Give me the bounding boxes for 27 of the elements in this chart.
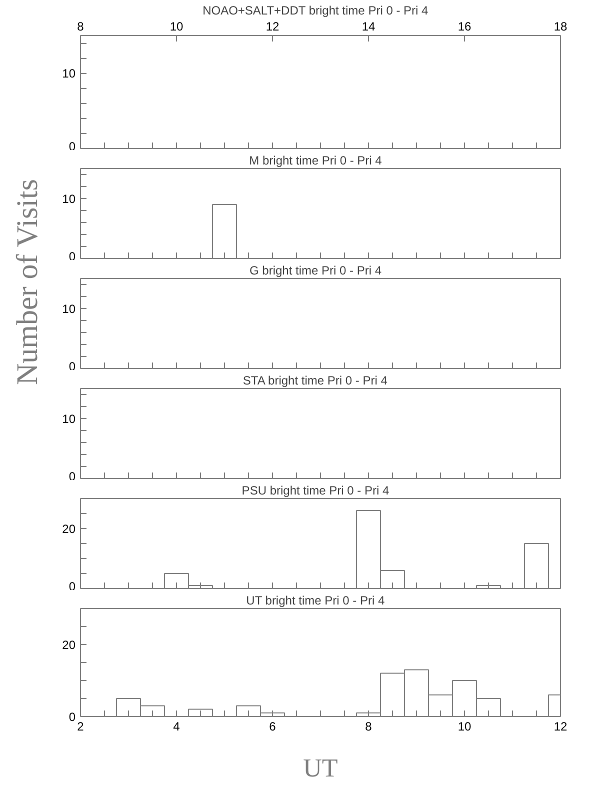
- x2-tick-label: 10: [170, 20, 184, 34]
- x2-tick-label: 18: [554, 20, 568, 34]
- x-axis-title: UT: [303, 754, 338, 782]
- y-tick-label: 20: [62, 522, 76, 536]
- chart-title: M bright time Pri 0 - Pri 4: [249, 154, 382, 168]
- y-axis-title: Number of Visits: [10, 179, 45, 385]
- x2-tick-label: 16: [458, 20, 472, 34]
- x-tick-label: 12: [554, 720, 568, 734]
- chart-title: UT bright time Pri 0 - Pri 4: [246, 594, 385, 608]
- chart-title: PSU bright time Pri 0 - Pri 4: [242, 484, 390, 498]
- x2-tick-label: 14: [362, 20, 376, 34]
- x-tick-label: 2: [77, 720, 84, 734]
- chart-title: G bright time Pri 0 - Pri 4: [249, 264, 382, 278]
- x-tick-label: 4: [173, 720, 180, 734]
- x-tick-label: 8: [365, 720, 372, 734]
- y-tick-label: 10: [62, 66, 76, 81]
- x-tick-label: 6: [269, 720, 276, 734]
- y-tick-label: 0: [68, 710, 76, 724]
- y-tick-label: 10: [62, 412, 76, 426]
- y-tick-label: 20: [62, 638, 76, 652]
- x2-tick-label: 12: [266, 20, 280, 34]
- y-tick-label: 10: [62, 302, 76, 316]
- chart-title: STA bright time Pri 0 - Pri 4: [242, 374, 388, 388]
- x-tick-label: 10: [458, 720, 472, 734]
- y-tick-label: 10: [62, 192, 76, 206]
- x2-tick-label: 8: [77, 20, 84, 34]
- chart-title: NOAO+SALT+DDT bright time Pri 0 - Pri 4: [202, 4, 429, 18]
